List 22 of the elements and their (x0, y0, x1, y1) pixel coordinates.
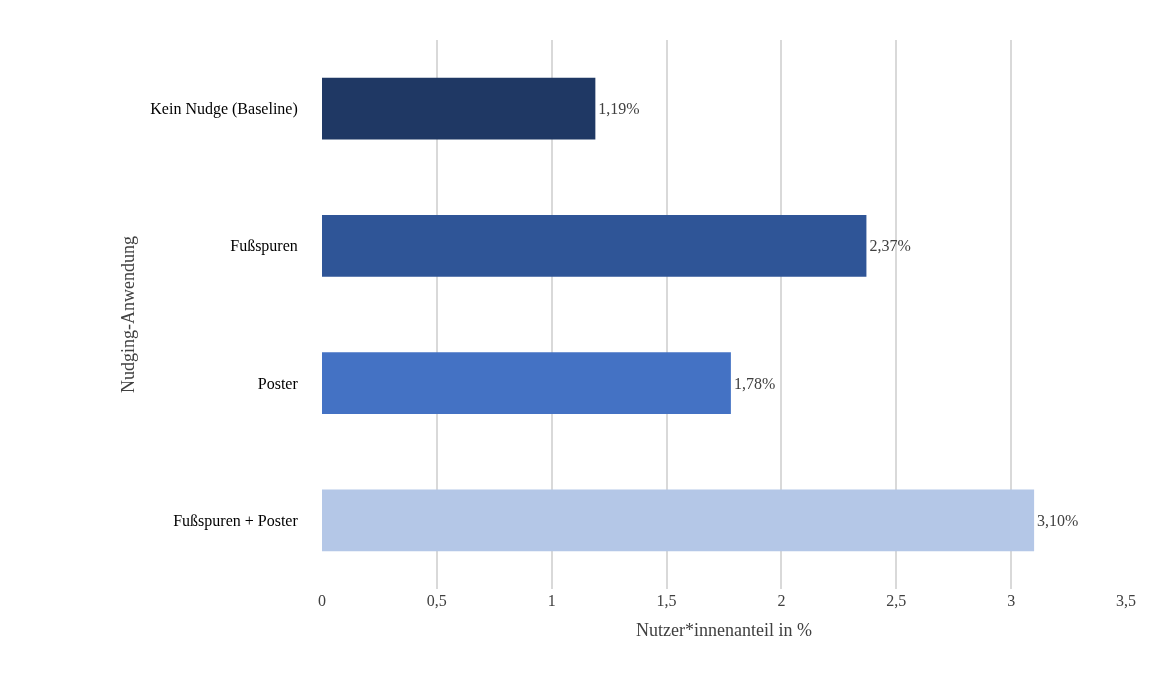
x-tick-label: 3 (1007, 592, 1016, 609)
y-tick-label: Poster (257, 374, 299, 392)
y-tick-label: Kein Nudge (Baseline) (150, 100, 298, 119)
x-tick-label: 1 (547, 592, 556, 609)
bar (322, 214, 867, 277)
bar (322, 489, 1035, 552)
y-axis-title: Nudging-Anwendung (118, 236, 139, 393)
x-tick-label: 0 (318, 592, 326, 609)
y-tick-label: Fußspuren (230, 237, 298, 256)
bar (322, 352, 731, 415)
x-tick-label: 1,5 (656, 592, 677, 609)
y-tick-label: Fußspuren + Poster (173, 511, 299, 530)
x-tick-label: 0,5 (426, 592, 447, 609)
data-label: 1,78% (733, 374, 776, 392)
x-axis-title: Nutzer*innenanteil in % (636, 620, 812, 641)
data-label: 1,19% (598, 100, 640, 118)
x-tick-label: 2,5 (886, 592, 907, 609)
x-tick-label: 2 (777, 592, 786, 609)
data-label: 3,10% (1037, 511, 1079, 529)
data-label: 2,37% (869, 237, 911, 255)
bar (322, 77, 596, 140)
x-tick-label: 3,5 (1116, 592, 1136, 609)
